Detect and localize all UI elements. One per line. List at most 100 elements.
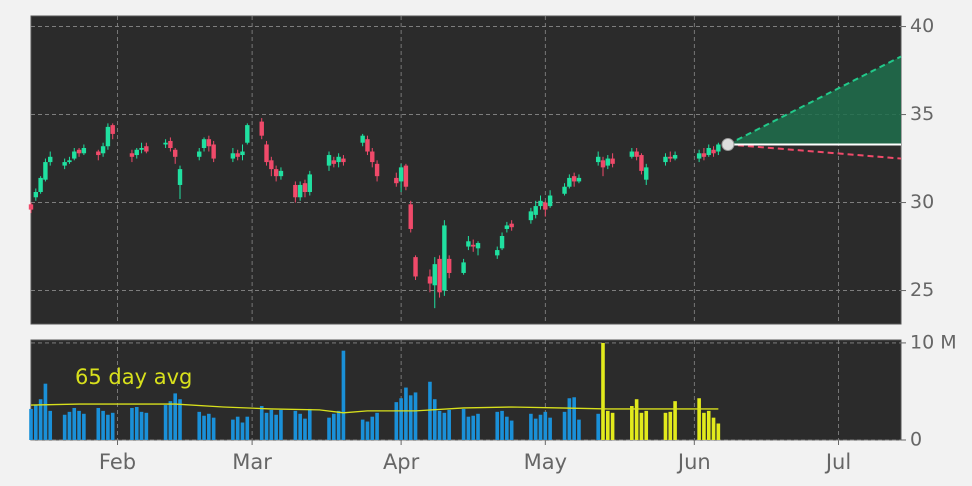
candle-body: [427, 276, 433, 284]
candle-body: [33, 192, 39, 198]
x-tick-label: May: [524, 450, 567, 474]
candle-body: [365, 139, 370, 152]
candle-body: [595, 156, 601, 163]
volume-bar: [67, 411, 72, 440]
candle-body: [374, 163, 380, 177]
candle-body: [235, 153, 240, 157]
candle-body: [475, 243, 481, 249]
volume-bar: [327, 417, 331, 440]
candle-body: [43, 162, 48, 180]
volume-bar: [307, 408, 312, 440]
volume-bar: [394, 402, 399, 440]
volume-bar: [298, 413, 302, 440]
volume-bar: [399, 398, 403, 440]
volume-bar: [610, 412, 615, 440]
volume-bar: [577, 419, 581, 440]
candle-body: [437, 258, 442, 293]
candle-body: [567, 177, 572, 187]
candle-body: [576, 177, 582, 182]
volume-bar: [567, 398, 572, 440]
volume-panel: [30, 339, 902, 441]
candle-body: [403, 165, 409, 187]
volume-bar: [279, 409, 283, 440]
volume-bar: [668, 411, 673, 440]
candle-body: [701, 153, 707, 157]
volume-bar: [702, 412, 706, 440]
volume-bar: [601, 342, 605, 440]
volume-bar: [447, 409, 451, 440]
volume-bar: [548, 417, 552, 440]
volume-bar: [134, 406, 139, 440]
volume-bar: [500, 410, 504, 440]
candle-body: [269, 160, 274, 170]
candle-body: [76, 149, 82, 154]
volume-bar: [572, 397, 576, 440]
volume-bar: [202, 415, 206, 440]
avg-line: [30, 403, 719, 414]
volume-bar: [235, 416, 240, 440]
volume-bar: [509, 420, 514, 440]
candle-body: [634, 151, 639, 157]
volume-bar: [562, 411, 567, 440]
candle-body: [543, 202, 548, 210]
x-tick-label: Jun: [676, 450, 711, 474]
y-tick-label: 35: [910, 103, 934, 125]
x-tick-label: Mar: [232, 450, 272, 474]
candle-body: [240, 151, 245, 156]
candle-body: [509, 223, 514, 228]
candle-body: [605, 158, 610, 166]
candle-body: [610, 158, 615, 164]
candle-body: [264, 144, 269, 163]
volume-bar: [163, 405, 168, 440]
volume-bar: [38, 399, 43, 440]
avg-label: 65 day avg: [75, 365, 192, 389]
x-tick-label: Feb: [99, 450, 136, 474]
candle-body: [644, 167, 649, 180]
volume-bar: [644, 410, 649, 440]
volume-bar: [34, 405, 38, 440]
volume-bar: [207, 413, 211, 440]
candle-body: [716, 144, 721, 152]
y-tick-label: 0: [910, 429, 922, 451]
y-tick-label: 25: [910, 279, 934, 301]
candle-body: [336, 156, 341, 163]
volume-bar: [269, 409, 274, 440]
volume-bar: [29, 408, 33, 440]
candle-body: [533, 206, 538, 215]
candle-body: [504, 225, 510, 229]
volume-bar: [365, 421, 370, 440]
candle-body: [230, 153, 236, 159]
volume-bar: [106, 414, 110, 440]
volume-bar: [605, 410, 610, 440]
candle-body: [331, 160, 337, 164]
candle-body: [144, 146, 149, 152]
candle-body: [471, 244, 476, 247]
volume-bar: [706, 410, 711, 440]
volume-bar: [375, 412, 379, 440]
volume-bar: [173, 393, 177, 440]
candle-body: [273, 169, 279, 177]
volume-bar: [543, 411, 548, 440]
candle-body: [245, 125, 250, 143]
candle-body: [139, 148, 144, 150]
candle-body: [442, 225, 447, 291]
volume-bar: [245, 416, 250, 440]
candle-body: [38, 177, 43, 192]
volume-bar: [77, 410, 81, 440]
candle-body: [538, 200, 543, 207]
volume-bar: [178, 399, 182, 440]
forecast-upper: [727, 55, 902, 146]
volume-bar: [144, 412, 149, 440]
volume-bar: [211, 417, 216, 440]
volume-bar: [48, 410, 53, 440]
candle-body: [28, 204, 34, 210]
candle-body: [81, 148, 87, 154]
candle-body: [370, 151, 375, 163]
candle-body: [100, 146, 106, 154]
volume-bar: [697, 398, 701, 440]
candle-body: [394, 177, 399, 184]
volume-bar: [82, 413, 86, 440]
last-price-dot: [721, 137, 735, 151]
volume-bar: [274, 414, 278, 440]
